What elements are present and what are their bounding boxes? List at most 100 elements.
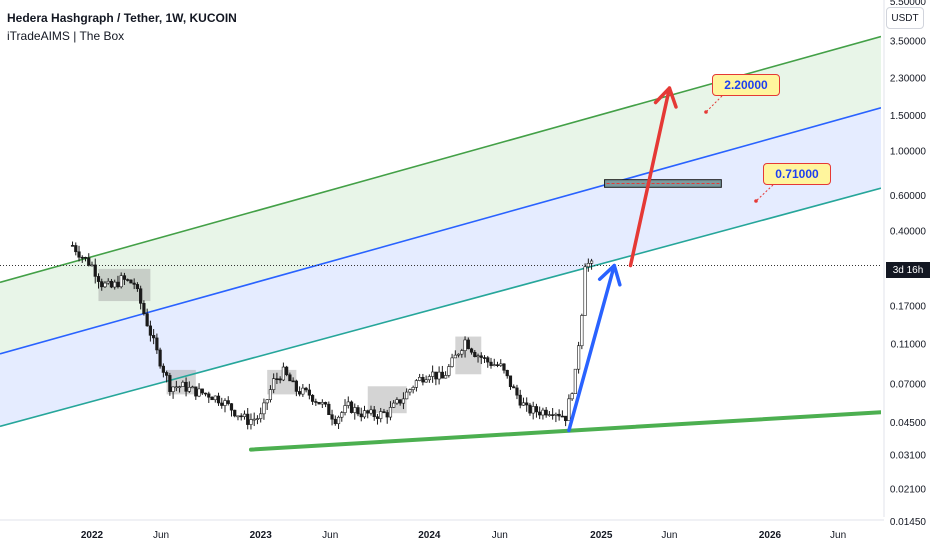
candle-body-19 [132,282,136,285]
candle-body-129 [489,361,493,366]
y-tick-label-1: 3.50000 [890,37,927,48]
candle-body-36 [187,386,191,392]
candle-body-30 [168,375,172,392]
candle-body-102 [401,398,406,404]
candle-body-58 [259,413,263,419]
candle-body-44 [213,395,217,401]
candle-body-113 [437,371,441,380]
support-line [248,410,881,452]
candle-body-112 [434,371,438,380]
candle-body-89 [359,413,363,418]
candle-body-149 [554,413,558,416]
candle-body-64 [278,378,282,381]
candle-body-148 [551,414,555,416]
candle-body-145 [541,409,545,416]
candle-body-70 [298,391,302,395]
candle-body-22 [142,303,146,314]
currency-button[interactable]: USDT [886,7,924,29]
candle-body-20 [135,284,140,290]
candle-body-160 [589,260,594,264]
candle-body-118 [453,354,457,359]
candle-body-142 [531,406,535,414]
target-mid-callout[interactable]: 0.71000 [763,163,831,185]
candle-body-134 [505,369,509,377]
candle-body-74 [310,394,315,402]
candle-body-38 [194,386,198,397]
candle-body-63 [275,378,279,380]
candle-body-53 [242,413,247,417]
candle-body-42 [207,393,211,398]
candle-body-49 [229,403,234,411]
candle-body-124 [473,351,477,357]
middle-channel-line [0,107,881,355]
candle-body-13 [113,281,117,288]
x-tick-label-5: Jun [492,530,508,541]
candle-body-26 [155,337,159,351]
x-tick-label-7: Jun [661,530,677,541]
candle-body-108 [421,377,425,383]
candle-body-111 [431,371,435,377]
candle-body-12 [109,280,114,288]
candle-body-151 [560,415,564,418]
candle-body-101 [398,399,402,404]
candle-body-109 [424,379,428,383]
candle-body-52 [239,415,243,418]
plot-area [0,35,881,452]
candle-body-147 [547,414,552,416]
candle-body-88 [356,407,360,415]
candle-body-78 [323,402,328,405]
candle-body-104 [408,389,412,393]
candle-body-15 [119,275,123,288]
candle-body-32 [174,386,178,389]
candle-body-137 [515,387,519,396]
candle-body-51 [236,415,240,418]
countdown-badge: 3d 16h [886,262,930,278]
candle-body-106 [414,380,419,388]
candle-body-75 [314,401,318,403]
candle-body-3 [80,256,84,259]
candle-body-16 [122,275,127,280]
candle-body-143 [534,406,539,413]
candle-body-17 [126,279,130,281]
x-tick-label-1: Jun [153,530,169,541]
candle-body-62 [272,378,276,390]
candle-body-159 [586,263,590,268]
candle-body-152 [564,415,568,422]
candle-body-80 [330,414,334,420]
candle-body-154 [570,393,574,400]
candle-body-61 [268,389,273,400]
x-tick-label-2: 2023 [250,530,273,541]
candle-body-67 [288,374,292,382]
candle-body-66 [285,366,289,376]
y-tick-label-4: 1.00000 [890,146,927,157]
target-high-callout[interactable]: 2.20000 [712,74,780,96]
candle-body-84 [343,405,347,413]
red-arrow-shaft [628,86,672,268]
candle-body-72 [304,387,308,391]
candle-body-133 [502,363,506,371]
candle-body-86 [349,401,354,413]
blue-arrow-head [597,263,622,287]
candle-body-153 [567,398,571,422]
candle-body-10 [103,282,107,288]
candle-body-158 [583,266,587,316]
x-tick-label-9: Jun [830,530,846,541]
y-tick-label-6: 0.40000 [890,227,927,238]
candle-body-91 [366,410,370,414]
candle-body-34 [181,381,185,387]
candle-body-6 [90,264,94,267]
candle-body-14 [116,281,120,288]
candle-body-50 [233,409,237,417]
y-tick-label-11: 0.04500 [890,418,927,429]
candle-body-27 [158,349,162,367]
y-tick-label-10: 0.07000 [890,379,927,390]
candle-body-150 [557,413,561,417]
candle-body-125 [476,355,480,358]
candle-body-81 [333,418,337,425]
candle-body-117 [450,357,454,367]
candle-body-127 [482,357,487,359]
candle-body-136 [512,386,516,389]
candle-body-1 [74,245,78,253]
candle-body-43 [210,396,214,401]
